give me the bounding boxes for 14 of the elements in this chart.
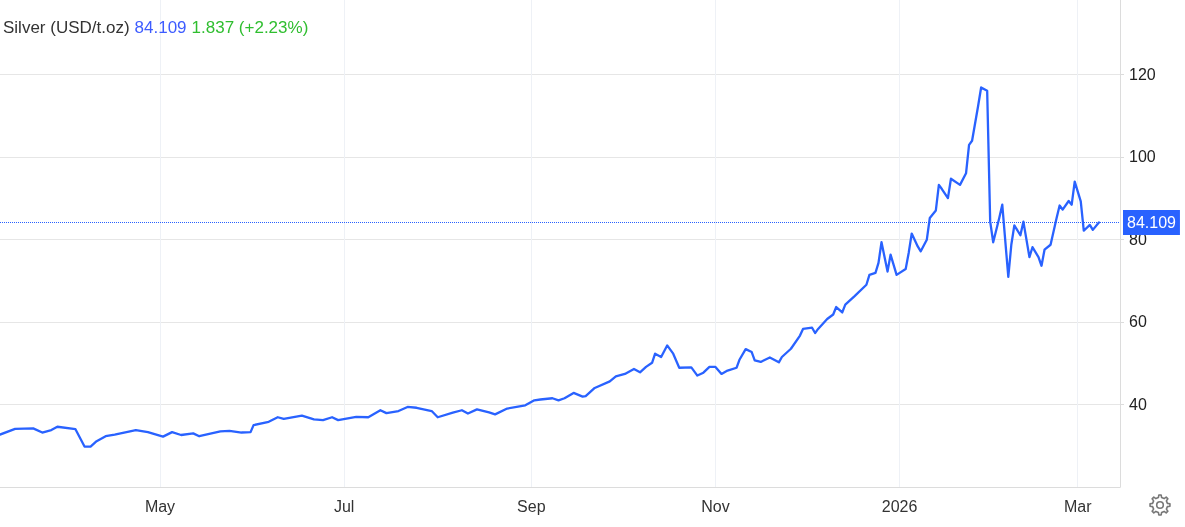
- x-tick-label: Sep: [517, 497, 546, 515]
- y-tick-label: 120: [1129, 65, 1156, 83]
- x-tick-label: May: [144, 497, 176, 515]
- y-tick-label: 60: [1129, 313, 1147, 331]
- x-tick-label: Nov: [701, 497, 730, 515]
- x-tick-label: Mar: [1063, 497, 1093, 515]
- annotation: 84.109: [134, 18, 187, 37]
- x-tick-label: Jul: [333, 497, 355, 515]
- y-tick-label: 40: [1129, 395, 1147, 413]
- ref-line-label: 84.109: [1127, 213, 1177, 231]
- y-tick-label: 100: [1129, 148, 1156, 166]
- text: Silver (USD/t.oz): [3, 18, 130, 37]
- annotation: 1.837 (+2.23%): [191, 18, 309, 37]
- x-tick-label: 2026: [881, 497, 918, 515]
